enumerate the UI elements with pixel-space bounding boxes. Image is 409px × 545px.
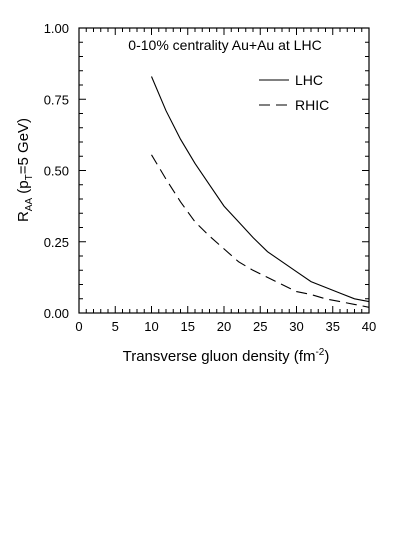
x-tick-label: 20 bbox=[217, 319, 231, 334]
y-tick-label: 0.75 bbox=[44, 92, 69, 107]
y-axis-title-r: R bbox=[15, 211, 32, 222]
axis-ticks bbox=[78, 27, 370, 314]
x-tick-labels: 0 5 10 15 20 25 30 35 40 bbox=[75, 319, 376, 334]
series-line-rhic bbox=[151, 154, 370, 308]
legend-label-lhc: LHC bbox=[295, 72, 323, 88]
x-tick-label: 40 bbox=[362, 319, 376, 334]
y-tick-label: 0.25 bbox=[44, 235, 69, 250]
series-group bbox=[150, 76, 370, 308]
y-axis-title-open: (p bbox=[15, 180, 32, 198]
chart-annotation: 0-10% centrality Au+Au at LHC bbox=[128, 37, 321, 53]
y-tick-label: 0.50 bbox=[44, 164, 69, 179]
x-tick-label: 10 bbox=[144, 319, 158, 334]
legend: LHC RHIC bbox=[259, 72, 329, 113]
x-axis-title-sup: -2 bbox=[315, 347, 324, 358]
legend-label-rhic: RHIC bbox=[295, 97, 329, 113]
x-tick-label: 35 bbox=[326, 319, 340, 334]
x-axis-title-main: Transverse gluon density (fm bbox=[123, 348, 316, 365]
y-axis-title-p-sub: T bbox=[24, 174, 35, 180]
x-tick-label: 30 bbox=[289, 319, 303, 334]
y-axis-title-rest: =5 GeV) bbox=[15, 118, 32, 174]
series-line-lhc bbox=[150, 76, 370, 303]
plot-frame bbox=[78, 27, 370, 314]
x-axis-title-close: ) bbox=[324, 348, 329, 365]
x-tick-label: 0 bbox=[75, 319, 82, 334]
y-tick-label: 1.00 bbox=[44, 21, 69, 36]
y-tick-labels: 0.00 0.25 0.50 0.75 1.00 bbox=[44, 21, 69, 321]
x-axis-title: Transverse gluon density (fm-2) bbox=[123, 347, 330, 365]
y-tick-label: 0.00 bbox=[44, 306, 69, 321]
x-tick-label: 15 bbox=[181, 319, 195, 334]
x-tick-label: 25 bbox=[253, 319, 267, 334]
x-tick-label: 5 bbox=[112, 319, 119, 334]
y-axis-title: RAA (pT=5 GeV) bbox=[15, 118, 35, 222]
y-axis-title-r-sub: AA bbox=[24, 198, 35, 212]
